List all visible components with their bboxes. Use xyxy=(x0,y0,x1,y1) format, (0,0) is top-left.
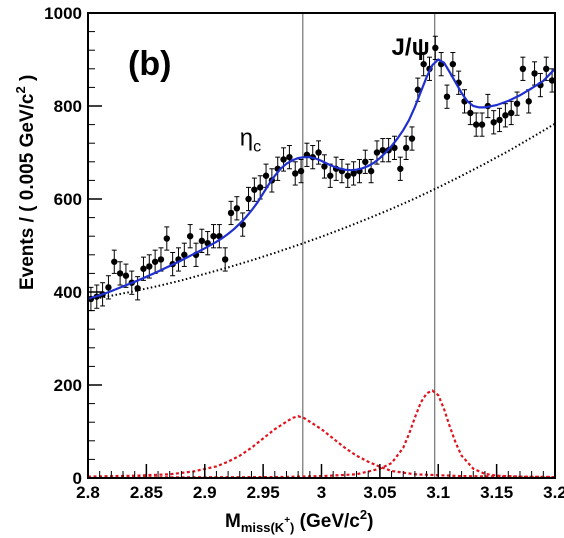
data-point xyxy=(233,205,241,212)
data-point xyxy=(321,163,328,170)
data-point xyxy=(420,60,427,68)
data-point xyxy=(262,172,270,179)
data-point xyxy=(245,195,252,203)
data-point xyxy=(221,256,229,263)
data-point xyxy=(122,272,130,279)
data-point xyxy=(432,44,439,52)
data-point xyxy=(286,153,293,161)
y-tick-label: 400 xyxy=(54,283,82,302)
y-axis-title: Events / ( 0.005 GeV/c2 ) xyxy=(13,75,38,290)
series-layer xyxy=(87,35,556,479)
data-point xyxy=(548,77,556,84)
vertical-reference-lines xyxy=(302,13,436,478)
data-point xyxy=(362,158,369,165)
y-tick-label: 800 xyxy=(54,97,82,116)
data-point xyxy=(490,119,497,126)
series-background xyxy=(87,122,556,301)
x-tick-label: 3.2 xyxy=(543,483,564,502)
y-tick-label: 0 xyxy=(73,469,82,488)
axis-ticks xyxy=(87,12,556,479)
data-point xyxy=(397,165,404,172)
data-point xyxy=(157,256,165,263)
data-point xyxy=(508,109,515,117)
data-point xyxy=(391,144,398,152)
data-point xyxy=(502,112,509,119)
data-point xyxy=(373,149,381,156)
series-fit xyxy=(87,58,556,301)
x-axis-title: Mmiss(K+) (GeV/c2) xyxy=(225,507,373,535)
data-point xyxy=(116,270,124,277)
data-point xyxy=(531,70,538,77)
data-point xyxy=(257,184,264,191)
data-point xyxy=(350,170,357,177)
peak-annotations: ηc J/ψ xyxy=(240,34,430,156)
data-point xyxy=(513,100,521,107)
data-point xyxy=(344,172,351,179)
data-point xyxy=(472,121,480,128)
data-point xyxy=(496,116,503,124)
data-point xyxy=(525,98,532,105)
data-point xyxy=(443,93,451,100)
data-point xyxy=(414,86,422,93)
y-tick-label: 600 xyxy=(54,190,82,209)
x-tick-label: 2.8 xyxy=(76,483,100,502)
data-point xyxy=(181,251,188,258)
x-tick-label: 2.9 xyxy=(193,483,217,502)
x-tick-label: 3.05 xyxy=(363,483,396,502)
data-point xyxy=(251,186,258,193)
peak-label-0: ηc xyxy=(240,125,261,156)
x-tick-label: 3.15 xyxy=(480,483,513,502)
data-point xyxy=(146,263,153,270)
data-point xyxy=(105,284,112,291)
data-point xyxy=(543,65,550,73)
x-tick-label: 3 xyxy=(317,483,326,502)
data-point xyxy=(327,172,334,179)
data-point xyxy=(379,146,386,154)
data-point xyxy=(367,167,375,175)
y-tick-label: 1000 xyxy=(44,4,82,23)
data-point xyxy=(297,167,305,175)
x-tick-label: 2.85 xyxy=(130,483,163,502)
data-point xyxy=(467,109,474,117)
data-point xyxy=(402,144,410,152)
data-point xyxy=(198,237,206,245)
x-tick-label: 3.1 xyxy=(426,483,450,502)
data-point xyxy=(478,121,486,128)
data-point xyxy=(151,258,159,265)
panel-label: (b) xyxy=(128,45,171,83)
tick-labels: 2.8 2.85 2.9 2.95 3 3.05 3.1 3.15 3.2 0 200 400 600 8… xyxy=(44,4,564,502)
data-point xyxy=(408,135,416,142)
data-point xyxy=(140,265,147,272)
data-point xyxy=(163,235,171,242)
data-point xyxy=(315,149,322,156)
x-tick-label: 2.95 xyxy=(247,483,280,502)
data-point xyxy=(227,209,235,217)
data-point xyxy=(186,233,194,240)
data-point xyxy=(280,156,287,163)
data-point xyxy=(449,60,457,68)
data-point xyxy=(292,170,299,177)
data-point xyxy=(519,65,527,73)
data-point xyxy=(111,258,118,265)
y-tick-label: 200 xyxy=(54,376,82,395)
data-point xyxy=(210,233,217,240)
peak-label-1: J/ψ xyxy=(392,34,430,61)
